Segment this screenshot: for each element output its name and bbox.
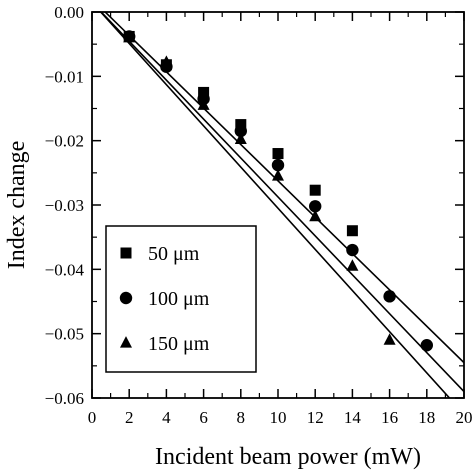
fit-line-series-1 [104, 12, 464, 364]
legend-marker-triangle [120, 336, 132, 348]
data-point-square-1 [235, 119, 247, 131]
data-point-circle-2 [271, 158, 285, 172]
data-point-circle-2 [309, 200, 322, 213]
x-tick-label: 2 [125, 408, 134, 427]
data-point-triangle-3 [123, 30, 136, 43]
data-point-triangle-3 [346, 259, 359, 271]
legend-label: 100 μm [148, 288, 210, 310]
data-point-square-1 [272, 148, 284, 160]
y-tick-label: −0.03 [45, 196, 84, 215]
x-tick-label: 20 [456, 408, 473, 427]
legend-label: 50 μm [148, 243, 200, 265]
data-point-triangle-3 [272, 169, 284, 181]
fit-line-series-3 [99, 12, 451, 398]
fit-lines [99, 12, 464, 398]
data-point-square-1 [198, 86, 210, 98]
x-tick-label: 16 [381, 408, 398, 427]
data-point-triangle-3 [160, 55, 173, 67]
data-point-triangle-3 [383, 333, 396, 345]
legend: 50 μm 100 μm 150 μm [105, 225, 257, 373]
data-points [123, 30, 433, 352]
x-tick-label: 6 [199, 408, 208, 427]
data-point-circle-2 [383, 290, 396, 303]
y-tick-label: −0.06 [45, 389, 84, 408]
x-tick-label: 14 [344, 408, 362, 427]
data-point-circle-2 [234, 124, 247, 138]
legend-marker-circle [119, 291, 133, 305]
fit-line-series-2 [100, 12, 464, 393]
data-point-triangle-3 [234, 132, 247, 144]
x-tick-label: 8 [237, 408, 246, 427]
y-axis-title: Index change [4, 141, 30, 270]
data-point-triangle-3 [197, 98, 210, 110]
data-point-triangle-3 [309, 209, 322, 222]
legend-label: 150 μm [148, 333, 210, 355]
data-point-circle-2 [420, 339, 433, 352]
x-tick-label: 4 [162, 408, 171, 427]
data-point-circle-2 [346, 243, 359, 257]
legend-marker-square [120, 247, 132, 259]
axis-ticks: 0 2 4 6 8 10 12 14 16 18 20 0.00 −0.01 −0.02 −0.03 −0.0… [45, 3, 473, 427]
x-tick-label: 10 [270, 408, 287, 427]
x-tick-label: 0 [88, 408, 97, 427]
data-point-square-1 [309, 184, 321, 196]
data-point-square-1 [346, 225, 358, 237]
y-tick-label: −0.02 [45, 132, 84, 151]
y-tick-label: −0.05 [45, 325, 84, 344]
y-tick-label: −0.01 [45, 67, 84, 86]
x-tick-label: 12 [307, 408, 324, 427]
x-axis-title: Incident beam power (mW) [155, 444, 421, 470]
x-tick-label: 18 [418, 408, 435, 427]
y-tick-label: 0.00 [54, 3, 84, 22]
y-tick-label: −0.04 [45, 260, 85, 279]
